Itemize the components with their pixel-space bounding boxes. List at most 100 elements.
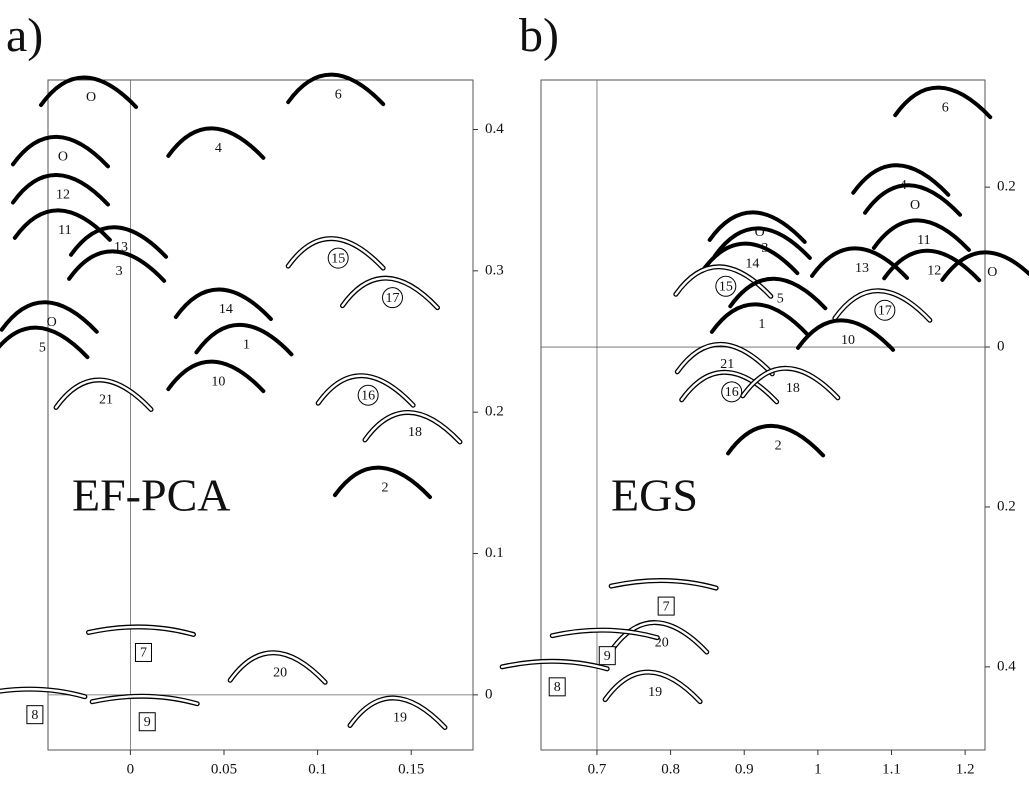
curve-label: 2 [775,439,782,454]
y-tick-label: 0.2 [997,179,1016,195]
label-circle [715,275,737,297]
x-tick-label: 0.9 [735,761,754,777]
y-tick-label: 0.2 [485,404,504,420]
curve [10,134,110,169]
y-tick-label: 0.4 [997,658,1016,674]
curve [39,75,139,109]
curve-label: 16 [725,385,739,400]
y-tick-label: 0.1 [485,545,504,561]
curve-label: 2 [382,480,389,495]
y-tick-label: 0 [485,686,493,702]
curve-label: 10 [841,333,855,348]
curve-label: 6 [942,100,949,115]
curve-label: 13 [855,261,869,276]
x-tick-label: 0.7 [588,761,607,777]
x-tick-label: 0.15 [398,761,424,777]
curve [10,173,110,207]
curve-label: O [987,265,997,280]
panel-title: a) [6,9,43,62]
curve [286,72,386,107]
label-box [657,596,675,616]
curve-inner [348,696,447,729]
curve-label: 18 [408,425,422,440]
curve-label: 7 [140,646,147,661]
x-tick-label: 1.1 [882,761,901,777]
curve-inner [54,378,153,411]
curve-inner [609,579,718,590]
curve-label: 18 [786,381,800,396]
curve [810,246,910,280]
label-circle [381,287,403,309]
curve [863,183,963,217]
curve-label: 17 [385,291,399,306]
curve-label: 5 [777,291,784,306]
curve-inner [610,621,708,654]
curve-label: 8 [31,708,38,723]
curve-label: 21 [99,393,113,408]
curve [726,423,826,458]
y-tick-label: 0.2 [997,498,1016,514]
curve [173,287,273,321]
x-tick-label: 0.1 [308,761,327,777]
curve [194,322,294,357]
curve-inner [551,628,659,639]
curve-label: 11 [58,223,71,238]
curve-label: 21 [720,357,734,372]
curve-label: 7 [663,599,670,614]
x-tick-label: 0.05 [211,761,237,777]
curve-label: 10 [211,374,225,389]
y-tick-label: 0 [997,338,1005,354]
curve [712,226,812,260]
curve-label: O [910,198,920,213]
label-box [548,677,566,697]
curve-label: 5 [39,340,46,355]
label-box [26,705,44,725]
curve-inner [91,694,199,705]
curve [871,218,971,252]
label-box [138,712,156,732]
curve-inner [0,687,87,698]
curve-inner [676,343,774,376]
curve-label: 9 [604,649,611,664]
curve-label: 8 [554,680,561,695]
curve [851,163,951,197]
curve-inner [316,374,415,407]
curve [728,276,828,311]
plot-frame [540,79,986,751]
label-box [598,646,616,666]
curve [166,359,266,394]
curve [707,210,807,244]
curve-label: 14 [219,302,233,317]
x-tick-label: 1 [814,761,822,777]
annotation: EF-PCA [72,470,230,521]
x-tick-label: 0.8 [661,761,680,777]
curve-label: 14 [745,256,759,271]
curve-label: 4 [215,141,222,156]
curve [67,249,167,283]
curve-inner [228,651,327,684]
curve-inner [680,371,778,404]
curve-inner [833,289,932,322]
curve-label: 11 [917,233,930,248]
label-circle [874,299,896,321]
curve-inner [741,367,840,400]
label-circle [327,247,349,269]
curve-label: 17 [878,303,892,318]
curve-label: 1 [758,317,765,332]
curve [796,318,896,352]
curve-label: 9 [144,715,151,730]
y-tick-label: 0.3 [485,262,504,278]
x-tick-label: 0 [127,761,135,777]
curve-label: 16 [361,388,375,403]
curve-label: 1 [243,338,250,353]
label-circle [721,381,743,403]
annotation: EGS [611,470,698,521]
curve [12,208,112,242]
curve [0,300,99,334]
curve [166,126,266,160]
curve-label: 19 [393,711,407,726]
curve-label: O [86,90,96,105]
curve-inner [286,237,385,270]
label-circle [357,384,379,406]
